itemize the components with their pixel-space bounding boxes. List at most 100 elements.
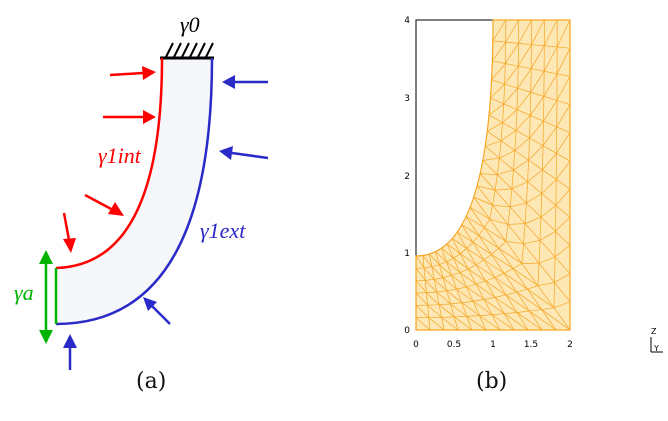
mesh-edge [494,272,505,278]
mesh-edge [505,19,519,43]
mesh-edge [492,204,509,225]
mesh-edge [516,291,530,312]
mesh-edge [484,146,500,159]
mesh-edge [441,317,459,331]
mesh-edge [453,257,469,270]
mesh-edge [459,272,467,288]
mesh-edge [507,224,524,245]
mesh-edge [528,137,530,161]
mesh-edge [503,87,518,105]
mesh-edge [538,262,555,283]
mesh-edge [453,316,459,331]
mesh-edge [479,314,493,316]
mesh-edge [541,169,543,194]
mesh-edge [431,266,444,278]
mesh-edge [487,130,502,142]
mesh-edge [507,206,511,225]
mesh-edge [509,188,513,207]
mesh-edge [516,310,530,313]
mesh-edge [495,188,512,191]
mesh-edge [485,280,496,298]
mesh-edge [427,305,430,318]
x-tick-2: 2 [567,340,573,350]
mesh-edge [513,159,529,171]
mesh-edge [475,284,485,300]
mesh-edge [415,255,425,269]
mesh-edge [541,309,571,331]
mesh-edge [524,216,542,224]
mesh-edge [479,315,501,331]
mesh-edge [537,282,555,287]
mesh-edge [483,299,493,315]
mesh-edge [498,140,502,159]
mesh-edge [446,238,453,245]
mesh-edge [450,302,462,305]
mesh-edge [461,216,467,225]
y-tick-3: 3 [404,94,410,104]
mesh-edge [423,267,435,280]
mesh-edge [505,41,519,44]
mesh-edge [494,190,511,208]
mesh-edge [426,292,428,306]
mesh-edge [424,280,437,293]
interior-boundary-curve [55,57,164,270]
mesh-edge [500,130,517,142]
mesh-edge [426,292,440,305]
mesh-edge [441,248,447,262]
mesh-edge [475,259,485,266]
mesh-edge [472,235,480,243]
mesh-edge [518,43,532,45]
mesh-edge [554,282,571,303]
mesh-edge [544,70,558,75]
mesh-edge [473,196,491,220]
mesh-edge [556,19,571,48]
mesh-edge [514,137,530,151]
mesh-edge [542,145,557,154]
gamma-a-label: γa [14,280,34,305]
caption-a: (a) [136,369,166,394]
mesh-edge [543,120,557,128]
mesh-edge [439,264,452,276]
gamma-a-segment [39,250,58,344]
mesh-edge [554,256,571,274]
mesh-edge [485,277,496,282]
mesh-edge [482,157,500,161]
mesh-edge [469,207,485,228]
mesh-edge [503,103,518,110]
mesh-edge [523,239,541,245]
mesh-edge [489,218,507,242]
mesh-edge [504,65,519,85]
mesh-edge [446,261,452,276]
mesh-edge [484,297,496,300]
mesh-edge [530,91,544,97]
mesh-edge [502,122,517,131]
gamma-a-arrowhead-bottom [39,330,53,344]
x-tick-1: 1 [490,340,496,350]
mesh-edge [512,263,523,269]
mesh-edge [460,253,477,266]
mesh-edge [472,242,485,261]
mesh-edge [422,255,433,267]
gamma-a-arrowhead-top [39,250,53,264]
mesh-edge [527,181,542,194]
mesh-edge [479,315,487,331]
mesh-edge [543,96,558,101]
mesh-edge [509,202,527,208]
x-tick-0.5: 0.5 [447,340,461,350]
mesh-edge [556,100,571,105]
mesh-edge [441,247,454,259]
mesh-edge [531,68,545,72]
mesh-edge [415,268,426,281]
mesh-edge [472,300,493,316]
mesh-edge [434,279,448,292]
mesh-triangulation [415,19,571,331]
mesh-edge [429,253,433,267]
mesh-edge [527,288,542,310]
mesh-edge [451,275,467,288]
mesh-edge [531,19,545,45]
y-tick-4: 4 [404,16,410,26]
mesh-edge [521,263,539,286]
mesh-edge [516,312,529,331]
mesh-edge [505,63,519,67]
